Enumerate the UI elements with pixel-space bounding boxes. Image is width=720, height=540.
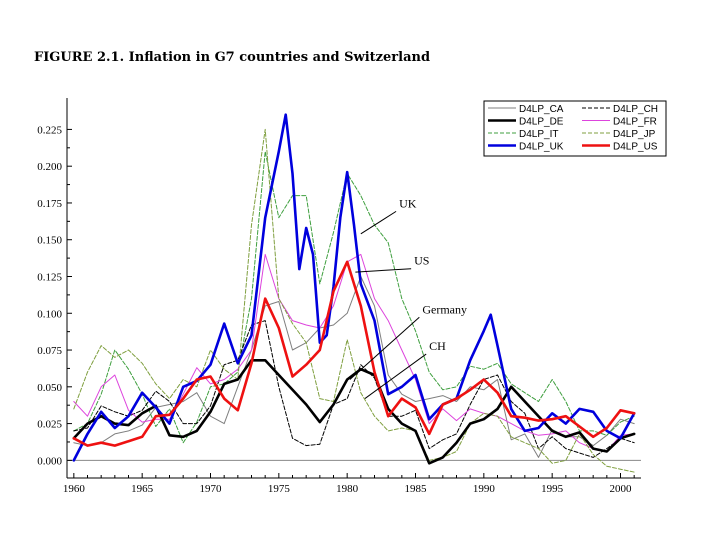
- y-tick-label: 0.100: [37, 308, 62, 320]
- annotation-label: UK: [399, 196, 417, 210]
- legend-label: D4LP_US: [613, 142, 658, 153]
- legend-box: [483, 100, 667, 157]
- x-tick-label: 1960: [63, 483, 86, 495]
- x-tick-label: 1990: [473, 483, 496, 495]
- y-tick-label: 0.150: [37, 235, 62, 247]
- legend-label: D4LP_CA: [519, 104, 564, 115]
- legend-label: D4LP_IT: [519, 129, 558, 140]
- x-tick-label: 2000: [610, 483, 633, 495]
- y-tick-label: 0.125: [37, 271, 62, 283]
- x-tick-label: 1970: [200, 483, 223, 495]
- annotation-label: US: [414, 254, 429, 268]
- y-tick-label: 0.050: [37, 382, 62, 394]
- series-line-d4lp-it: [73, 151, 635, 444]
- annotation-pointer: [364, 353, 427, 399]
- axes: 0.000 0.025 0.050 0.075 0.100 0.125 0.150 0.175…: [37, 98, 641, 495]
- series-lines: [72, 113, 636, 473]
- legend-label: D4LP_UK: [519, 142, 564, 153]
- annotation-label: Germany: [422, 302, 467, 316]
- x-tick-label: 1995: [541, 483, 564, 495]
- figure-title: FIGURE 2.1. Inflation in G7 countries an…: [34, 50, 431, 65]
- y-tick-label: 0.175: [37, 198, 62, 210]
- annotations: UK US Germany CH: [349, 196, 467, 399]
- legend-label: D4LP_DE: [519, 117, 564, 128]
- legend-label: D4LP_JP: [613, 129, 656, 140]
- series-line-d4lp-jp: [73, 128, 635, 473]
- x-tick-label: 1975: [268, 483, 291, 495]
- annotation-label: CH: [429, 339, 446, 353]
- y-tick-label: 0.000: [37, 455, 62, 467]
- x-tick-label: 1965: [131, 483, 154, 495]
- annotation-pointer: [360, 210, 397, 235]
- x-tick-label: 1980: [336, 483, 359, 495]
- y-tick-label: 0.225: [37, 124, 62, 136]
- legend-label: D4LP_FR: [613, 117, 657, 128]
- legend-label: D4LP_CH: [613, 104, 658, 115]
- series-line-d4lp-us: [72, 260, 636, 447]
- y-tick-label: 0.025: [37, 419, 62, 431]
- y-tick-label: 0.075: [37, 345, 62, 357]
- series-line-d4lp-uk: [72, 113, 636, 462]
- annotation-pointer: [355, 268, 412, 273]
- series-line-d4lp-de: [72, 358, 636, 465]
- y-tick-label: 0.200: [37, 161, 62, 173]
- series-line-d4lp-ca: [73, 276, 635, 458]
- annotation-pointer: [349, 316, 420, 380]
- series-line-d4lp-ch: [73, 320, 635, 458]
- x-tick-label: 1985: [405, 483, 428, 495]
